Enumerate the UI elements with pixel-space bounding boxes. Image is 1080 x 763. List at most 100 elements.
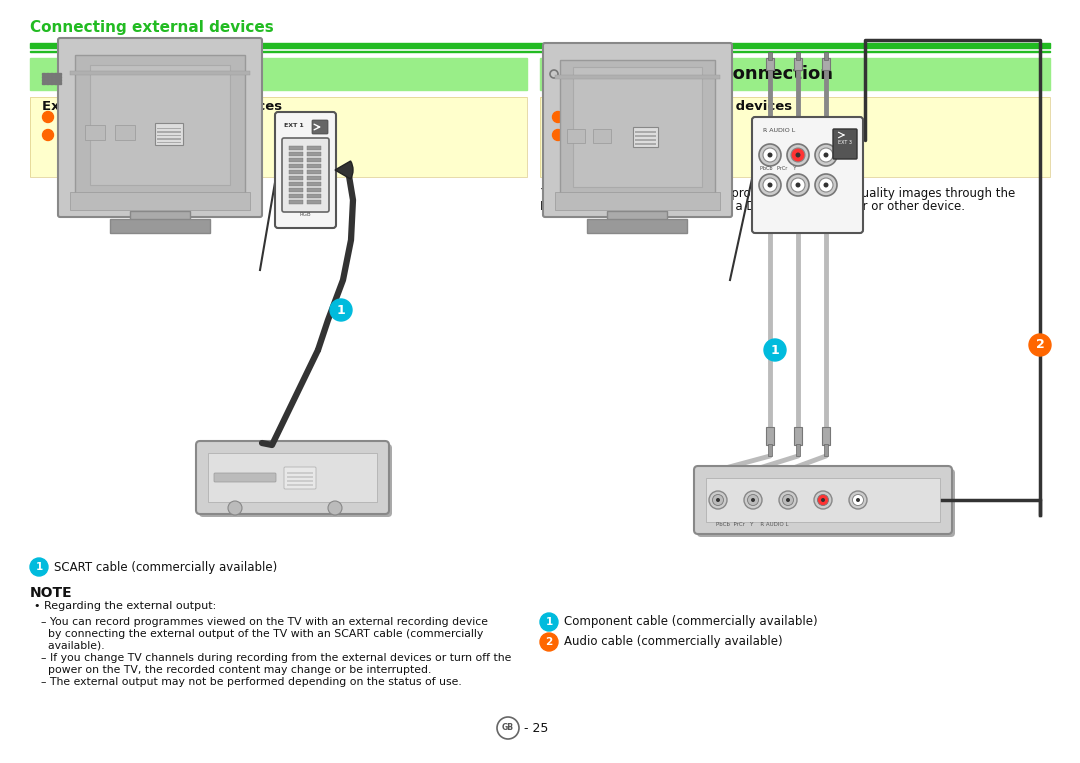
Circle shape (30, 558, 48, 576)
Bar (289, 194, 303, 198)
Circle shape (814, 491, 832, 509)
Circle shape (824, 153, 828, 157)
Bar (307, 146, 321, 150)
FancyBboxPatch shape (312, 120, 328, 134)
Circle shape (849, 491, 867, 509)
Bar (289, 176, 303, 180)
Text: GB: GB (502, 723, 514, 732)
Bar (156, 123, 183, 145)
Bar (75, 55, 245, 200)
Text: EXT 3 terminal when connecting a DVD player/recorder or other device.: EXT 3 terminal when connecting a DVD pla… (540, 200, 966, 213)
Bar (50, 76, 53, 78)
Text: DVD player/recorder: DVD player/recorder (60, 128, 181, 141)
Bar (824, 444, 828, 456)
Text: available).: available). (33, 641, 105, 651)
Bar (561, 60, 715, 200)
Text: EXT 1: EXT 1 (284, 123, 303, 128)
Bar (46, 76, 49, 78)
Text: R AUDIO L: R AUDIO L (762, 128, 795, 133)
Bar (30, 58, 527, 90)
Bar (54, 76, 57, 78)
Bar (85, 125, 105, 140)
Bar (157, 141, 181, 143)
Bar (307, 200, 321, 204)
Bar (30, 97, 527, 177)
Circle shape (1029, 334, 1051, 356)
Text: You will enjoy accurate colour reproduction and high quality images through the: You will enjoy accurate colour reproduct… (540, 187, 1015, 200)
Text: NOTE: NOTE (30, 586, 72, 600)
Bar (307, 152, 321, 156)
Text: RGB: RGB (299, 212, 311, 217)
Circle shape (815, 174, 837, 196)
Circle shape (783, 494, 794, 506)
Bar (289, 182, 303, 186)
Text: 2: 2 (545, 637, 553, 647)
Circle shape (787, 144, 809, 166)
Bar (289, 170, 303, 174)
Text: Example of connectable devices: Example of connectable devices (552, 100, 792, 113)
Bar (307, 188, 321, 192)
Bar (307, 194, 321, 198)
Circle shape (815, 144, 837, 166)
Circle shape (759, 174, 781, 196)
FancyBboxPatch shape (199, 444, 392, 517)
Bar (30, 97, 527, 177)
Circle shape (744, 491, 762, 509)
Circle shape (553, 130, 564, 140)
Bar (822, 427, 831, 445)
Bar (50, 79, 53, 81)
Bar (307, 170, 321, 174)
Circle shape (796, 182, 800, 188)
FancyBboxPatch shape (833, 129, 858, 159)
Bar (794, 58, 802, 70)
Bar (287, 484, 313, 486)
Bar (30, 50, 1050, 52)
Text: by connecting the external output of the TV with an SCART cable (commercially: by connecting the external output of the… (33, 629, 483, 639)
Bar (768, 444, 772, 456)
Circle shape (819, 148, 833, 162)
Bar (555, 75, 720, 79)
Text: – You can record programmes viewed on the TV with an external recording device: – You can record programmes viewed on th… (33, 617, 488, 627)
Bar (90, 65, 230, 185)
Circle shape (716, 498, 720, 502)
Bar (706, 478, 940, 522)
Circle shape (42, 111, 54, 123)
Bar (766, 58, 774, 70)
Text: VCR: VCR (570, 111, 594, 124)
Bar (766, 427, 774, 445)
Bar (588, 219, 687, 233)
Circle shape (764, 339, 786, 361)
Text: – If you change TV channels during recording from the external devices or turn o: – If you change TV channels during recor… (33, 653, 511, 663)
FancyBboxPatch shape (275, 112, 336, 228)
Bar (540, 97, 1050, 177)
Circle shape (330, 299, 352, 321)
Bar (58, 73, 60, 75)
FancyBboxPatch shape (195, 441, 389, 514)
Bar (42, 82, 45, 84)
Bar (70, 71, 249, 75)
Bar (46, 79, 49, 81)
Circle shape (228, 501, 242, 515)
Bar (555, 192, 720, 210)
Bar (42, 76, 45, 78)
Bar (635, 143, 656, 145)
Circle shape (747, 494, 758, 506)
Bar (289, 188, 303, 192)
Circle shape (821, 498, 825, 502)
Text: SCART connection: SCART connection (72, 65, 255, 83)
Circle shape (856, 498, 860, 502)
FancyBboxPatch shape (58, 38, 262, 217)
Circle shape (787, 174, 809, 196)
Text: PbCb  PrCr   Y    R AUDIO L: PbCb PrCr Y R AUDIO L (716, 522, 788, 527)
Bar (796, 444, 800, 456)
Circle shape (762, 178, 777, 192)
Bar (30, 43, 1050, 48)
FancyBboxPatch shape (284, 467, 316, 489)
Circle shape (791, 178, 805, 192)
Bar (114, 125, 135, 140)
Text: PbCb   PrCr    Y: PbCb PrCr Y (760, 166, 796, 171)
Text: 1: 1 (337, 304, 346, 317)
Text: 1: 1 (545, 617, 553, 627)
Bar (110, 219, 210, 233)
Bar (46, 73, 49, 75)
